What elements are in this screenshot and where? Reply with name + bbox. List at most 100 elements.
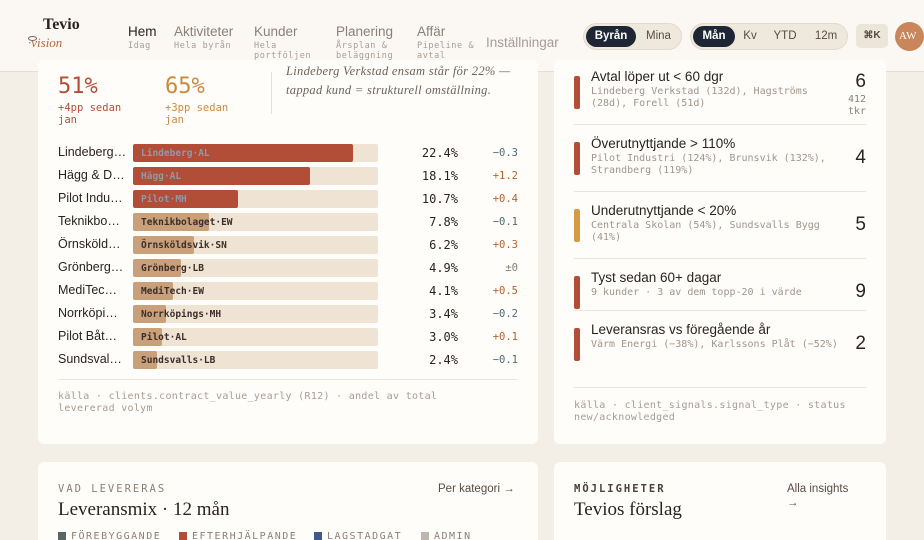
command-palette-button[interactable]: ⌘K (856, 24, 888, 48)
nav-label: Aktiviteter (174, 24, 234, 39)
share-bar-fill (133, 351, 157, 369)
signal-row[interactable]: Överutnyttjande > 110% Pilot Industri (12… (574, 135, 866, 195)
per-category-link[interactable]: Per kategori → (438, 483, 515, 495)
concentration-note: Lindeberg Verkstad ensam står för 22% — … (286, 64, 511, 97)
signal-title: Tyst sedan 60+ dagar (591, 270, 722, 285)
share-bar-track: Grönberg·LB (133, 259, 378, 277)
signal-row[interactable]: Underutnyttjande < 20% Centrala Skolan (5… (574, 202, 866, 262)
client-row[interactable]: Pilot Indu… Pilot·MH 10.7% +0.4 (58, 189, 518, 209)
nav-sub: Pipeline & avtal (417, 41, 475, 61)
share-delta: +0.4 (492, 193, 518, 205)
nav-sub: Årsplan & beläggning (336, 41, 394, 61)
kpi-top10: 65% +3pp sedan jan (165, 74, 265, 126)
legend-swatch (179, 532, 187, 540)
client-row[interactable]: MediTec… MediTech·EW 4.1% +0.5 (58, 281, 518, 301)
signal-row[interactable]: Leveransras vs föregående år Värm Energi … (574, 321, 866, 381)
clients-source: källa · clients.contract_value_yearly (R… (58, 391, 438, 414)
legend-label: LAGSTADGAT (327, 531, 403, 540)
kpi-delta: +4pp sedan jan (58, 102, 122, 126)
client-row[interactable]: Teknikbo… Teknikbolaget·EW 7.8% −0.1 (58, 212, 518, 232)
nav-affar[interactable]: Affär Pipeline & avtal (417, 24, 477, 61)
client-row[interactable]: Norrköpi… Norrköpings·MH 3.4% −0.2 (58, 304, 518, 324)
client-tag: Pilot·AL (141, 332, 187, 343)
period-kv-button[interactable]: Kv (743, 30, 757, 42)
client-tag: Norrköpings·MH (141, 309, 222, 320)
signal-title: Överutnyttjande > 110% (591, 136, 736, 151)
period-man-button[interactable]: Mån (693, 26, 735, 47)
signal-severity-bar (574, 328, 580, 361)
client-name: Pilot Indu… (58, 191, 123, 205)
client-row[interactable]: Lindeberg… Lindeberg·AL 22.4% −0.3 (58, 143, 518, 163)
share-percent: 18.1% (421, 169, 458, 183)
logo[interactable]: Tevio ·vision (28, 16, 80, 51)
share-percent: 22.4% (421, 146, 458, 160)
period-toggle: Mån Kv YTD 12m (690, 23, 848, 50)
signal-title: Avtal löper ut < 60 dgr (591, 69, 724, 84)
client-name: Grönberg… (58, 260, 124, 274)
share-bar-track: Örnsköldsvik·SN (133, 236, 378, 254)
client-row[interactable]: Örnsköld… Örnsköldsvik·SN 6.2% +0.3 (58, 235, 518, 255)
all-insights-link[interactable]: Alla insights → (787, 483, 849, 509)
scope-toggle: Byrån Mina (583, 23, 682, 50)
signal-count: 9 (855, 281, 866, 302)
nav-kunder[interactable]: Kunder Hela portföljen (254, 24, 324, 61)
signal-severity-bar (574, 76, 580, 109)
client-row[interactable]: Grönberg… Grönberg·LB 4.9% ±0 (58, 258, 518, 278)
scope-mina-button[interactable]: Mina (646, 30, 671, 42)
share-delta: −0.3 (492, 147, 518, 159)
opps-eyebrow: MÖJLIGHETER (574, 483, 666, 495)
scope-byran-button[interactable]: Byrån (586, 26, 636, 47)
share-percent: 6.2% (429, 238, 458, 252)
nav-planering[interactable]: Planering Årsplan & beläggning (336, 24, 408, 61)
period-12m-button[interactable]: 12m (814, 30, 838, 42)
legend-swatch (421, 532, 429, 540)
client-row[interactable]: Sundsval… Sundsvalls·LB 2.4% −0.1 (58, 350, 518, 370)
share-percent: 10.7% (421, 192, 458, 206)
divider (574, 387, 866, 388)
nav-sub: Hela byrån (174, 41, 232, 51)
share-delta: +0.5 (492, 285, 518, 297)
kpi-divider (271, 72, 272, 114)
client-row[interactable]: Hägg & D… Hägg·AL 18.1% +1.2 (58, 166, 518, 186)
share-percent: 2.4% (429, 353, 458, 367)
nav-aktiviteter[interactable]: Aktiviteter Hela byrån (174, 24, 234, 51)
divider (574, 310, 866, 311)
share-bar-fill (133, 213, 210, 231)
signal-description: Pilot Industri (124%), Brunsvik (132%), … (591, 153, 826, 176)
mix-title: Leveransmix · 12 mån (58, 499, 230, 520)
client-row[interactable]: Pilot Båt… Pilot·AL 3.0% +0.1 (58, 327, 518, 347)
signal-severity-bar (574, 276, 580, 309)
nav-installningar[interactable]: Inställningar (486, 35, 559, 50)
client-name: Sundsval… (58, 352, 122, 366)
period-ytd-button[interactable]: YTD (773, 30, 797, 42)
share-percent: 4.1% (429, 284, 458, 298)
legend-admin: ADMIN (421, 531, 472, 540)
share-bar-track: Pilot·MH (133, 190, 378, 208)
nav-hem[interactable]: Hem Idag (128, 24, 157, 51)
signal-severity-bar (574, 209, 580, 242)
share-bar-fill (133, 167, 311, 185)
signal-description: Värm Energi (−38%), Karlssons Plåt (−52%… (591, 339, 838, 350)
signal-count: 2 (855, 333, 866, 354)
share-bar-track: Hägg·AL (133, 167, 378, 185)
share-bar-track: Lindeberg·AL (133, 144, 378, 162)
share-delta: ±0 (505, 262, 518, 274)
share-bar-track: Sundsvalls·LB (133, 351, 378, 369)
signal-row[interactable]: Tyst sedan 60+ dagar 9 kunder · 3 av dem … (574, 269, 866, 329)
legend-lagstadgat: LAGSTADGAT (314, 531, 402, 540)
share-bar-track: Norrköpings·MH (133, 305, 378, 323)
share-bar-fill (133, 236, 194, 254)
nav-label: Planering (336, 24, 394, 39)
share-bar-track: MediTech·EW (133, 282, 378, 300)
client-name: Örnsköld… (58, 237, 121, 251)
divider (574, 124, 866, 125)
opps-title: Tevios förslag (574, 499, 682, 520)
share-delta: +0.1 (492, 331, 518, 343)
avatar[interactable]: AW (895, 22, 924, 51)
signal-row[interactable]: Avtal löper ut < 60 dgr Lindeberg Verksta… (574, 68, 866, 128)
legend-swatch (314, 532, 322, 540)
nav-label: Inställningar (486, 35, 559, 50)
legend-label: ADMIN (434, 531, 472, 540)
nav-label: Hem (128, 24, 157, 39)
share-percent: 3.0% (429, 330, 458, 344)
